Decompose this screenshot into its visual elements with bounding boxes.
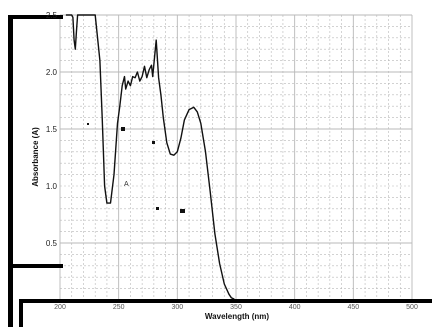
x-tick-label: 200 xyxy=(54,304,66,311)
y-axis-title: Absorbance (A) xyxy=(31,127,40,187)
y-tick-label: 1.0 xyxy=(46,182,58,191)
y-tick-label: 2.5 xyxy=(46,11,58,20)
series-line-1 xyxy=(65,14,412,301)
top-frame xyxy=(8,15,63,19)
bottom-left-frame xyxy=(8,264,63,268)
scan-mark xyxy=(87,123,89,125)
y-tick-label: 0.5 xyxy=(46,239,58,248)
scan-mark xyxy=(180,209,185,213)
ticks: 0.5 1.0 1.5 2.0 2.5 200 250 300 350 400 450 500 xyxy=(46,11,418,311)
x-tick-label: 300 xyxy=(171,304,183,311)
x-tick-label: 350 xyxy=(230,304,242,311)
x-tick-label: 450 xyxy=(347,304,359,311)
x-axis-title: Wavelength (nm) xyxy=(205,312,269,321)
line-layer xyxy=(65,14,412,301)
x-tick-label: 400 xyxy=(289,304,301,311)
y-tick-label: 2.0 xyxy=(46,68,58,77)
x-axis-frame-left xyxy=(19,299,23,327)
x-axis-frame xyxy=(19,299,432,303)
scan-mark xyxy=(121,127,125,131)
left-frame xyxy=(8,15,13,327)
scan-mark xyxy=(156,207,159,210)
grid xyxy=(59,14,413,301)
annotation-a: A xyxy=(124,181,129,188)
y-tick-label: 1.5 xyxy=(46,125,58,134)
scan-mark xyxy=(152,141,155,144)
x-tick-label: 250 xyxy=(113,304,125,311)
x-tick-label: 500 xyxy=(406,304,418,311)
scan-marks xyxy=(87,123,185,213)
